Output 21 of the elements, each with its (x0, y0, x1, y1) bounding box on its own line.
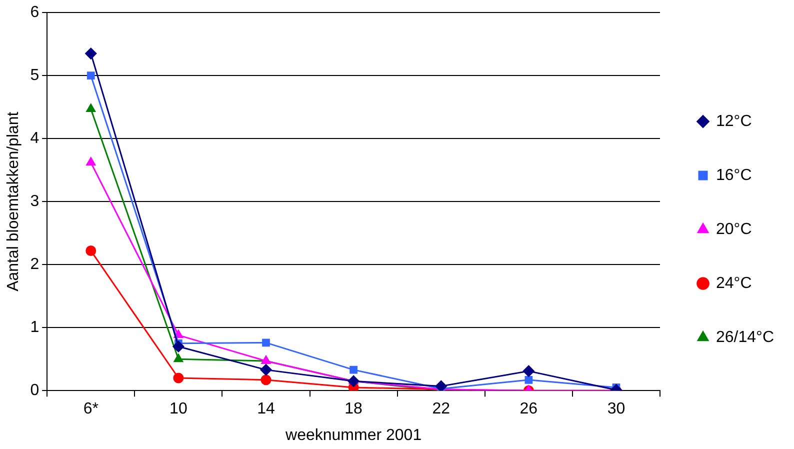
y-tick-label: 4 (30, 130, 40, 148)
x-tick-label: 14 (257, 400, 275, 418)
y-tick-label: 1 (30, 319, 40, 336)
y-axis-title: Aantal bloemtakken/plant (5, 111, 22, 292)
x-tick-label: 22 (432, 400, 450, 418)
y-tick-label: 0 (30, 382, 40, 400)
legend-label: 24°C (716, 274, 752, 292)
legend-label: 12°C (716, 112, 752, 130)
x-tick-label: 10 (170, 400, 188, 418)
y-tick-label: 6 (30, 4, 40, 22)
x-axis-title: weeknummer 2001 (284, 426, 422, 444)
y-tick-label: 2 (30, 256, 40, 274)
legend-label: 20°C (716, 220, 752, 238)
x-tick-label: 30 (607, 400, 626, 418)
legend-label: 16°C (716, 166, 752, 184)
y-tick-label: 3 (30, 193, 40, 210)
y-tick-label: 5 (30, 67, 40, 84)
legend-label: 26/14°C (716, 328, 774, 346)
x-tick-label: 6* (83, 400, 98, 418)
x-tick-label: 26 (520, 400, 538, 418)
x-tick-label: 18 (344, 400, 363, 418)
